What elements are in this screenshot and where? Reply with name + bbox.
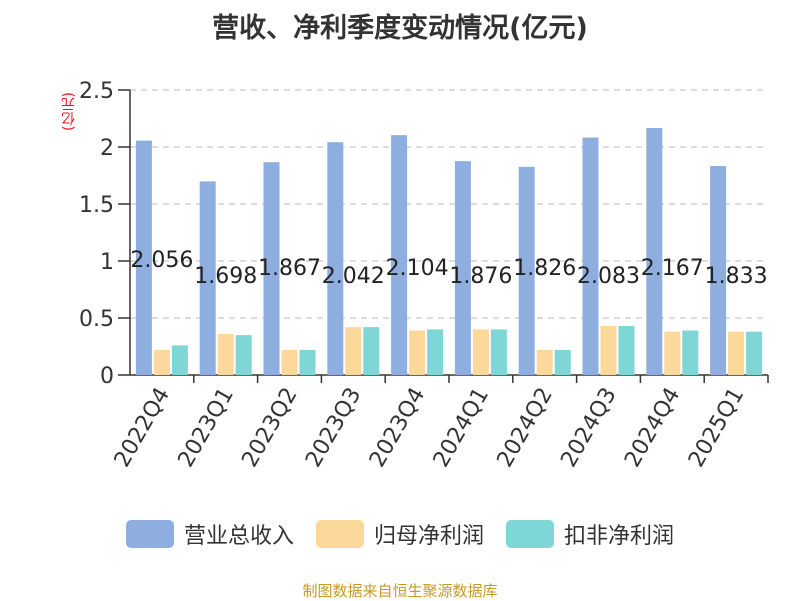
data-label-revenue: 1.833	[705, 264, 768, 289]
legend-swatch-deducted-net-profit	[506, 520, 554, 548]
x-tick-label: 2022Q4	[110, 384, 175, 472]
data-label-revenue: 1.698	[194, 264, 257, 289]
data-label-revenue: 1.867	[258, 256, 321, 281]
y-tick-label: 1.5	[79, 193, 114, 218]
legend-label-revenue: 营业总收入	[183, 524, 294, 549]
bar-revenue	[327, 142, 344, 375]
bar-deducted-net-profit	[554, 349, 571, 375]
data-label-revenue: 1.826	[513, 256, 576, 281]
x-tick-label: 2023Q1	[174, 384, 239, 472]
bar-revenue	[263, 162, 280, 375]
bar-revenue	[710, 166, 727, 375]
x-tick-label: 2024Q1	[429, 384, 494, 472]
y-tick-label: 2.5	[79, 79, 114, 104]
data-label-revenue: 2.056	[130, 248, 193, 273]
bar-net-profit	[281, 349, 298, 375]
legend-label-net-profit: 归母净利润	[373, 524, 484, 549]
bar-revenue	[391, 135, 408, 375]
chart-title: 营收、净利季度变动情况(亿元)	[212, 13, 588, 44]
legend-item-net-profit[interactable]: 归母净利润	[315, 518, 484, 550]
bar-deducted-net-profit	[682, 330, 699, 375]
x-tick-label: 2023Q2	[237, 384, 302, 472]
bar-net-profit	[664, 331, 681, 375]
legend-swatch-revenue	[125, 520, 174, 548]
bar-net-profit	[409, 330, 426, 375]
x-tick-label: 2024Q3	[556, 384, 621, 472]
bar-deducted-net-profit	[490, 329, 507, 375]
y-tick-label: 0	[100, 364, 114, 389]
legend-item-revenue[interactable]: 营业总收入	[125, 518, 294, 550]
bar-revenue	[518, 166, 535, 375]
bar-revenue	[135, 140, 152, 375]
bar-deducted-net-profit	[363, 327, 380, 375]
y-tick-label: 2	[100, 136, 114, 161]
data-label-revenue: 2.083	[577, 264, 640, 289]
bar-net-profit	[600, 325, 617, 375]
legend-item-deducted-net-profit[interactable]: 扣非净利润	[506, 518, 674, 550]
data-label-revenue: 2.167	[641, 256, 704, 281]
y-tick-label: 0.5	[79, 307, 114, 332]
x-tick-label: 2023Q4	[365, 383, 430, 471]
bar-revenue	[199, 181, 216, 375]
bar-net-profit	[345, 327, 362, 375]
bar-revenue	[582, 137, 599, 375]
bar-revenue	[454, 161, 471, 375]
data-label-revenue: 1.876	[449, 264, 512, 289]
bar-net-profit	[536, 349, 553, 375]
bar-deducted-net-profit	[235, 335, 252, 375]
data-label-revenue: 2.042	[322, 264, 385, 289]
y-tick-label: 1	[100, 250, 114, 275]
bar-deducted-net-profit	[171, 345, 188, 375]
legend: 营业总收入 归母净利润 扣非净利润	[0, 518, 800, 550]
legend-swatch-net-profit	[315, 520, 364, 548]
x-tick-label: 2024Q2	[493, 384, 558, 472]
bar-deducted-net-profit	[427, 329, 444, 375]
bar-net-profit	[153, 349, 170, 375]
x-tick-label: 2023Q3	[301, 384, 366, 472]
x-tick-label: 2025Q1	[684, 384, 749, 472]
bar-net-profit	[728, 331, 745, 375]
bar-net-profit	[472, 329, 489, 375]
bar-revenue	[646, 127, 663, 375]
bar-deducted-net-profit	[746, 331, 763, 375]
data-label-revenue: 2.104	[386, 256, 449, 281]
x-tick-label: 2024Q4	[620, 384, 685, 472]
legend-label-deducted-net-profit: 扣非净利润	[564, 524, 675, 549]
bar-deducted-net-profit	[618, 325, 635, 375]
bar-net-profit	[217, 333, 234, 375]
bar-deducted-net-profit	[299, 349, 316, 375]
data-source-note: 制图数据来自恒生聚源数据库	[302, 582, 498, 600]
